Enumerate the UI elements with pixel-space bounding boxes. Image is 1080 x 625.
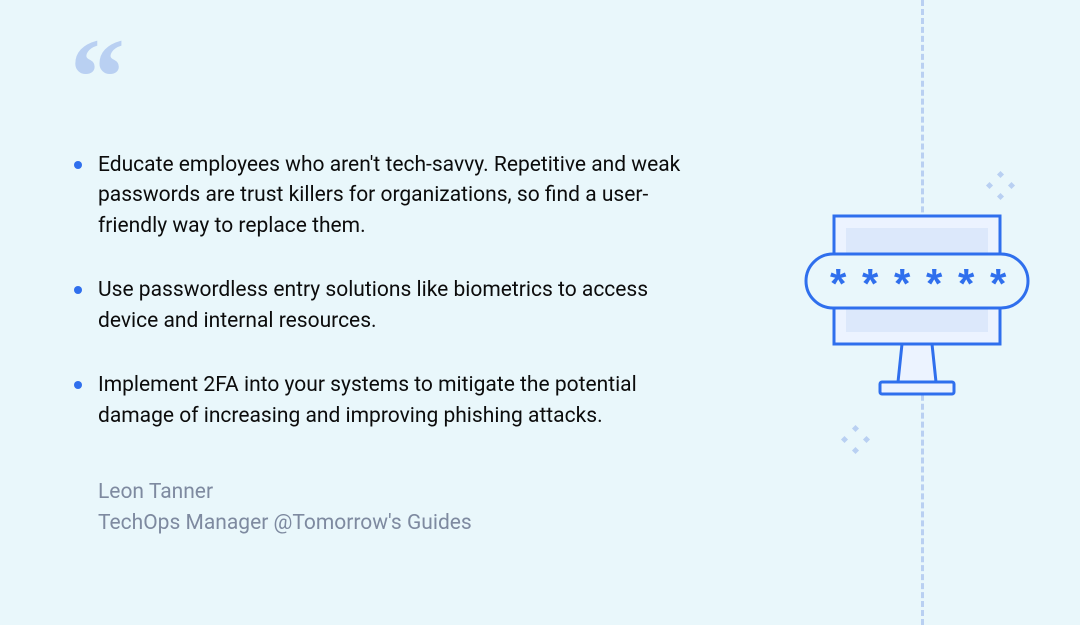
bullet-text: Implement 2FA into your systems to mitig… bbox=[98, 373, 637, 427]
password-monitor-icon: * * * * * * bbox=[802, 210, 1032, 420]
open-quote-icon: “ bbox=[70, 50, 690, 110]
svg-text:*: * bbox=[894, 260, 911, 307]
svg-text:*: * bbox=[926, 260, 943, 307]
svg-text:*: * bbox=[990, 260, 1007, 307]
decorative-dots-icon bbox=[842, 426, 870, 454]
bullet-text: Educate employees who aren't tech-savvy.… bbox=[98, 153, 680, 238]
svg-text:*: * bbox=[862, 260, 879, 307]
bullet-text: Use passwordless entry solutions like bi… bbox=[98, 278, 648, 332]
decorative-dots-icon bbox=[987, 172, 1015, 200]
list-item: Use passwordless entry solutions like bi… bbox=[70, 275, 690, 336]
quote-block: “ Educate employees who aren't tech-savv… bbox=[70, 50, 690, 538]
attribution-name: Leon Tanner bbox=[98, 477, 690, 507]
list-item: Educate employees who aren't tech-savvy.… bbox=[70, 150, 690, 241]
list-item: Implement 2FA into your systems to mitig… bbox=[70, 370, 690, 431]
attribution: Leon Tanner TechOps Manager @Tomorrow's … bbox=[70, 477, 690, 538]
svg-text:*: * bbox=[958, 260, 975, 307]
svg-text:*: * bbox=[830, 260, 847, 307]
quote-bullet-list: Educate employees who aren't tech-savvy.… bbox=[70, 150, 690, 431]
attribution-title: TechOps Manager @Tomorrow's Guides bbox=[98, 508, 690, 538]
